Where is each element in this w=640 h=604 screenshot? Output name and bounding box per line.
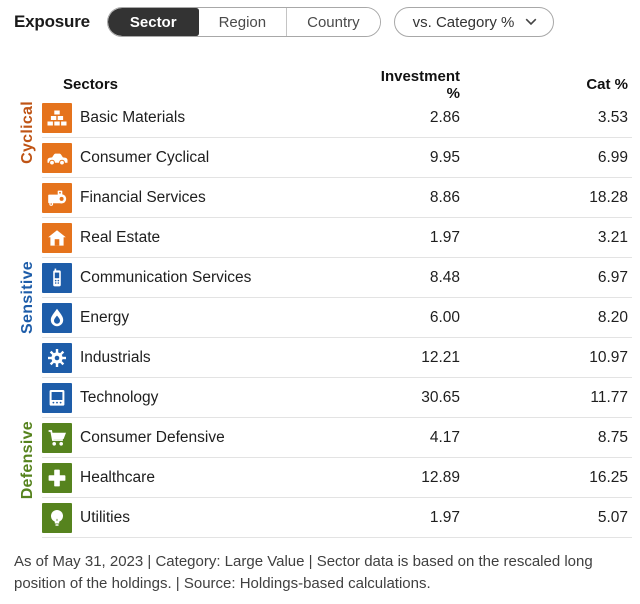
sector-name: Utilities — [80, 508, 130, 526]
column-header-investment: Investment % — [380, 67, 460, 102]
category-percent-value: 5.07 — [597, 508, 628, 526]
investment-percent-value: 30.65 — [421, 388, 460, 406]
financial-services-icon — [42, 182, 72, 213]
technology-icon — [42, 382, 72, 413]
investment-percent-value: 8.48 — [429, 268, 460, 286]
sector-name: Real Estate — [80, 228, 161, 246]
utilities-icon — [42, 502, 72, 533]
group-label-cyclical: Cyclical — [14, 98, 42, 258]
comparison-dropdown-label: vs. Category % — [412, 13, 515, 31]
table-row: Communication Services 8.48 6.97 — [42, 258, 632, 298]
sector-name: Healthcare — [80, 468, 155, 486]
consumer-cyclical-icon — [42, 142, 72, 173]
sector-name: Communication Services — [80, 268, 252, 286]
category-percent-value: 3.21 — [597, 228, 628, 246]
group-cyclical: Cyclical Basic Materials 2.86 3.53 Consumer … — [14, 98, 632, 258]
category-percent-value: 18.28 — [589, 188, 628, 206]
table-row: Basic Materials 2.86 3.53 — [42, 98, 632, 138]
chevron-down-icon — [525, 18, 537, 26]
footer-note: As of May 31, 2023 | Category: Large Val… — [14, 553, 593, 592]
group-label-defensive: Defensive — [14, 418, 42, 538]
table-row: Consumer Defensive 4.17 8.75 — [42, 418, 632, 458]
investment-percent-value: 12.21 — [421, 348, 460, 366]
table-row: Energy 6.00 8.20 — [42, 298, 632, 338]
category-percent-value: 6.99 — [597, 148, 628, 166]
group-label-text: Defensive — [19, 421, 36, 500]
comparison-dropdown[interactable]: vs. Category % — [393, 7, 555, 37]
category-percent-value: 10.97 — [589, 348, 628, 366]
investment-percent-value: 8.86 — [429, 188, 460, 206]
category-percent-value: 8.75 — [597, 428, 628, 446]
sector-name: Energy — [80, 308, 130, 326]
communication-services-icon — [42, 262, 72, 293]
table-row: Technology 30.65 11.77 — [42, 378, 632, 418]
sector-name: Basic Materials — [80, 108, 186, 126]
sector-name: Financial Services — [80, 188, 206, 206]
category-percent-value: 11.77 — [590, 388, 628, 406]
page-title: Exposure — [14, 12, 90, 31]
table-row: Industrials 12.21 10.97 — [42, 338, 632, 378]
tab-sector[interactable]: Sector — [107, 8, 199, 36]
investment-percent-value: 4.17 — [429, 428, 460, 446]
category-percent-value: 16.25 — [589, 468, 628, 486]
investment-percent-value: 12.89 — [421, 468, 460, 486]
healthcare-icon — [42, 462, 72, 493]
tab-country[interactable]: Country — [286, 8, 380, 36]
table-row: Utilities 1.97 5.07 — [42, 498, 632, 538]
sector-name: Technology — [80, 388, 159, 406]
table-body: Cyclical Basic Materials 2.86 3.53 Consumer … — [14, 98, 632, 538]
energy-icon — [42, 302, 72, 333]
category-percent-value: 3.53 — [597, 108, 628, 126]
group-rows: Basic Materials 2.86 3.53 Consumer Cyclical… — [42, 98, 632, 258]
view-segmented-control: Sector Region Country — [106, 7, 381, 37]
category-percent-value: 6.97 — [597, 268, 628, 286]
table-row: Consumer Cyclical 9.95 6.99 — [42, 138, 632, 178]
table-row: Financial Services 8.86 18.28 — [42, 178, 632, 218]
sector-exposure-table: Sectors Investment % Cat % Cyclical Basic… — [14, 68, 632, 538]
investment-percent-value: 2.86 — [429, 108, 460, 126]
group-label-text: Cyclical — [19, 101, 36, 164]
investment-percent-value: 6.00 — [429, 308, 460, 326]
category-percent-value: 8.20 — [597, 308, 628, 326]
table-header-row: Sectors Investment % Cat % — [14, 68, 632, 102]
investment-percent-value: 1.97 — [429, 508, 460, 526]
group-rows: Communication Services 8.48 6.97 Energy 6.00… — [42, 258, 632, 418]
group-defensive: Defensive Consumer Defensive 4.17 8.75 Healt… — [14, 418, 632, 538]
exposure-toolbar: Exposure Sector Region Country vs. Categor… — [0, 0, 640, 37]
investment-percent-value: 9.95 — [429, 148, 460, 166]
column-header-sectors: Sectors — [63, 76, 119, 93]
group-sensitive: Sensitive Communication Services 8.48 6.97 E… — [14, 258, 632, 418]
industrials-icon — [42, 342, 72, 373]
sector-name: Industrials — [80, 348, 151, 366]
column-header-cat: Cat % — [586, 76, 628, 93]
group-rows: Consumer Defensive 4.17 8.75 Healthcare 12.8… — [42, 418, 632, 538]
group-label-text: Sensitive — [19, 261, 36, 334]
investment-percent-value: 1.97 — [429, 228, 460, 246]
real-estate-icon — [42, 222, 72, 253]
table-row: Real Estate 1.97 3.21 — [42, 218, 632, 258]
group-label-sensitive: Sensitive — [14, 258, 42, 418]
sector-name: Consumer Defensive — [80, 428, 225, 446]
table-row: Healthcare 12.89 16.25 — [42, 458, 632, 498]
basic-materials-icon — [42, 102, 72, 133]
sector-name: Consumer Cyclical — [80, 148, 210, 166]
tab-region[interactable]: Region — [198, 8, 287, 36]
consumer-defensive-icon — [42, 422, 72, 453]
